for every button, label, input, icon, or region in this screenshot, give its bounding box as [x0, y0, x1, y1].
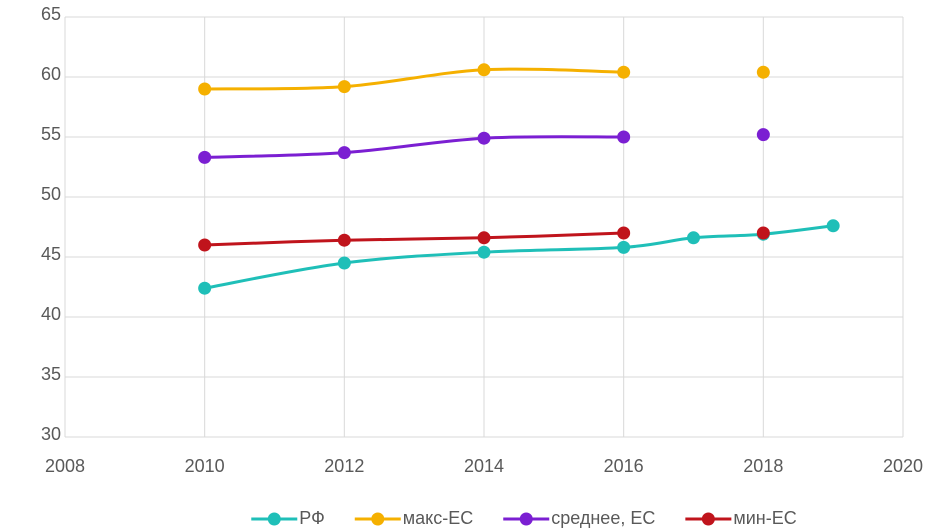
legend-marker [371, 512, 385, 526]
y-tick-label: 30 [41, 424, 61, 444]
point [477, 231, 491, 245]
series-line [204, 135, 624, 159]
point [198, 238, 212, 252]
point [337, 146, 351, 160]
point [198, 82, 212, 96]
point [617, 226, 631, 240]
point [477, 131, 491, 145]
point [756, 226, 770, 240]
point [687, 231, 700, 245]
y-tick-label: 40 [41, 304, 61, 324]
point [198, 281, 212, 295]
x-tick-label: 2008 [45, 456, 85, 476]
legend-marker [267, 512, 281, 526]
point [477, 245, 491, 259]
x-tick-label: 2016 [604, 456, 644, 476]
x-tick-label: 2014 [464, 456, 504, 476]
point [756, 65, 770, 79]
point [617, 65, 631, 79]
legend: РФ макс-ЕС среднее, ЕС мин-ЕС [251, 508, 797, 528]
legend-label: среднее, ЕС [551, 508, 655, 528]
point [337, 233, 351, 247]
x-tick-label: 2012 [324, 456, 364, 476]
series-line [204, 67, 624, 91]
point [617, 130, 631, 144]
y-tick-label: 60 [41, 64, 61, 84]
y-tick-label: 55 [41, 124, 61, 144]
point [477, 63, 491, 77]
point [826, 219, 840, 233]
point [617, 240, 631, 254]
y-tick-label: 35 [41, 364, 61, 384]
x-tick-label: 2010 [185, 456, 225, 476]
x-tick-label: 2020 [883, 456, 923, 476]
legend-label: макс-ЕС [403, 508, 473, 528]
point [756, 128, 770, 142]
legend-marker [519, 512, 533, 526]
legend-label: мин-ЕС [733, 508, 796, 528]
y-tick-label: 65 [41, 4, 61, 24]
point [337, 256, 351, 270]
point [337, 80, 351, 94]
legend-label: РФ [299, 508, 325, 528]
y-tick-label: 45 [41, 244, 61, 264]
point [198, 150, 212, 164]
series-line [204, 231, 624, 247]
legend-marker [701, 512, 715, 526]
y-tick-label: 50 [41, 184, 61, 204]
x-tick-label: 2018 [743, 456, 783, 476]
